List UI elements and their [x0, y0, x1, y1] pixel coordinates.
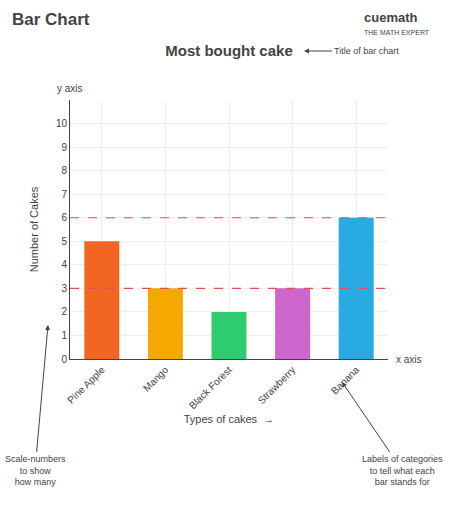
svg-text:y axis: y axis [57, 83, 83, 94]
svg-text:Strawberry: Strawberry [256, 364, 298, 406]
svg-text:THE MATH EXPERT: THE MATH EXPERT [364, 29, 430, 36]
svg-text:1: 1 [61, 330, 67, 341]
svg-text:2: 2 [61, 306, 67, 317]
svg-text:Number of Cakes: Number of Cakes [28, 186, 40, 272]
svg-text:4: 4 [61, 259, 67, 270]
svg-text:Bar Chart: Bar Chart [12, 10, 90, 29]
svg-text:10: 10 [56, 118, 68, 129]
svg-text:8: 8 [61, 165, 67, 176]
svg-text:Labels of categoriesto tell wh: Labels of categoriesto tell what eachbar… [362, 454, 443, 487]
svg-text:cuemath: cuemath [364, 10, 418, 25]
svg-text:Black Forest: Black Forest [187, 364, 234, 411]
svg-text:Banana: Banana [329, 364, 361, 396]
svg-text:5: 5 [61, 236, 67, 247]
svg-text:6: 6 [61, 212, 67, 223]
svg-text:0: 0 [61, 354, 67, 365]
svg-text:Mango: Mango [141, 364, 171, 394]
svg-text:Title of bar chart: Title of bar chart [334, 46, 399, 56]
svg-text:x axis: x axis [396, 354, 422, 365]
svg-text:Types of cakes →: Types of cakes → [184, 413, 274, 425]
svg-text:Pine Apple: Pine Apple [65, 364, 107, 406]
svg-text:3: 3 [61, 283, 67, 294]
svg-text:7: 7 [61, 189, 67, 200]
svg-text:9: 9 [61, 142, 67, 153]
svg-text:Most bought cake: Most bought cake [165, 42, 293, 59]
svg-text:Scale-numbersto showhow many: Scale-numbersto showhow many [5, 454, 66, 487]
